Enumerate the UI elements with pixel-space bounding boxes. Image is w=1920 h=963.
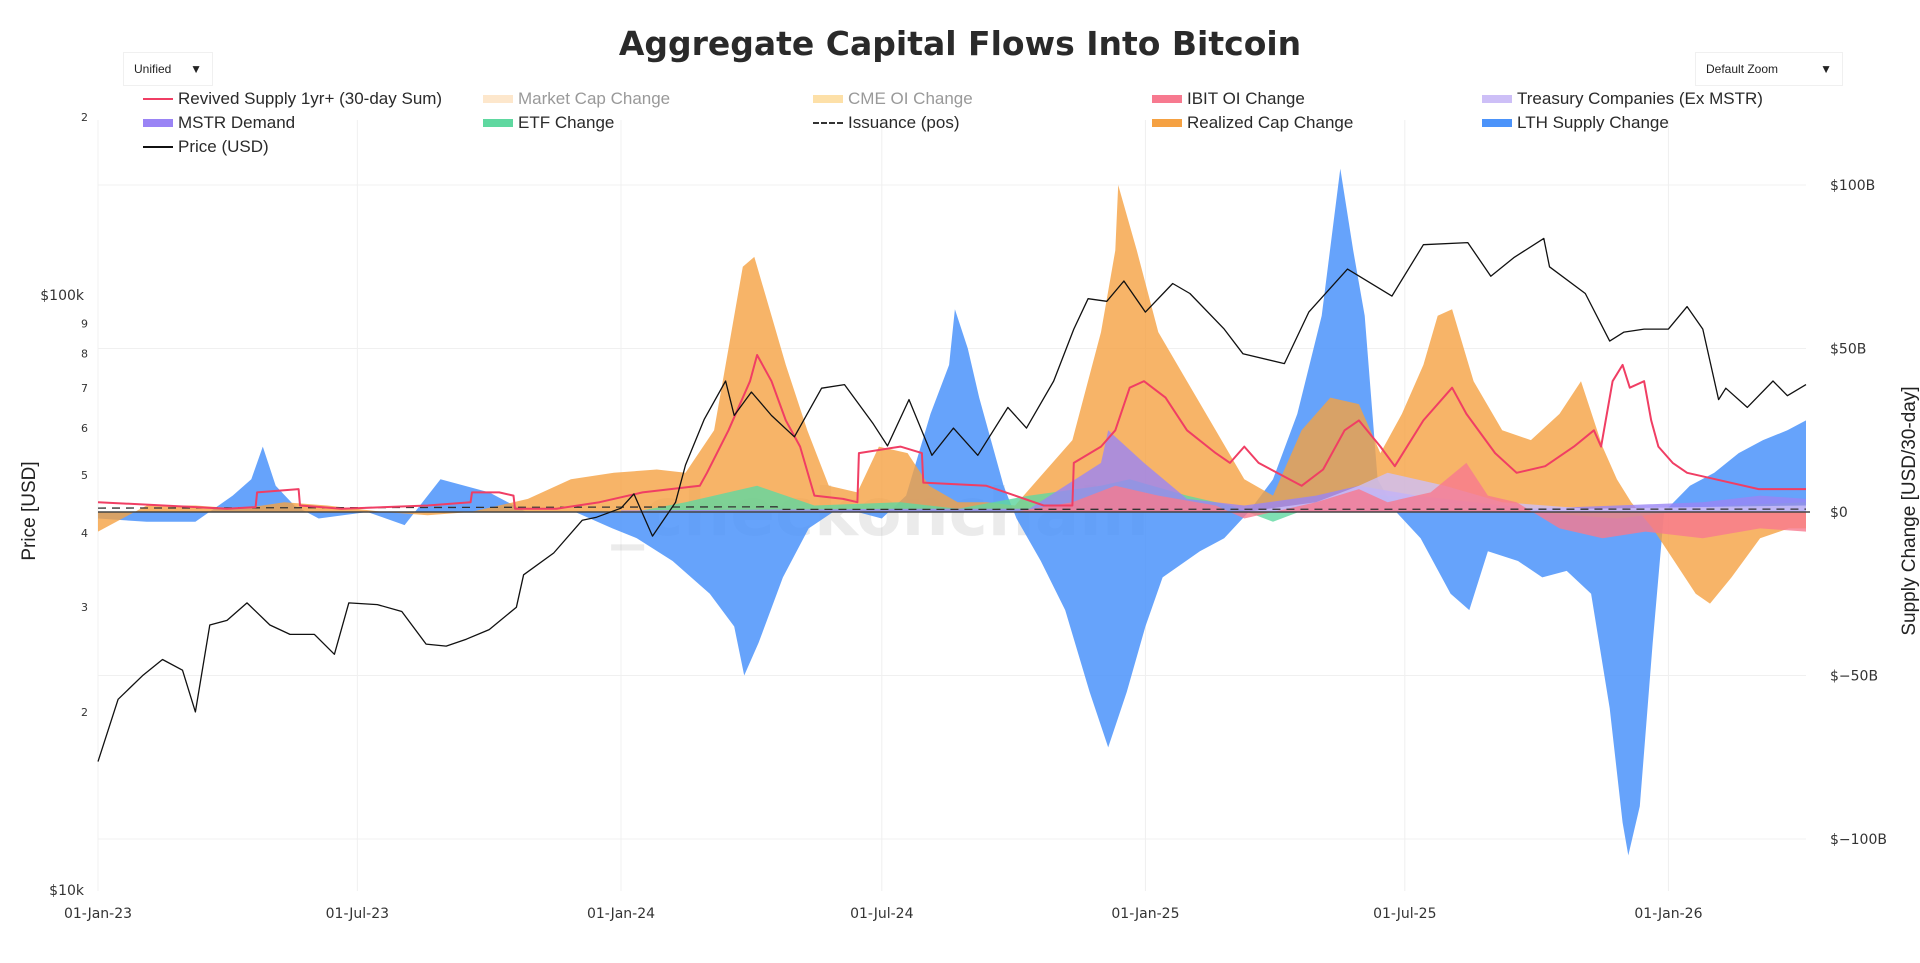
legend-swatch-icon	[813, 95, 843, 103]
y-left-tick-label: 9	[81, 317, 88, 330]
legend-label: LTH Supply Change	[1517, 113, 1669, 132]
x-tick-label: 01-Jan-25	[1111, 906, 1179, 922]
legend-item-realized-cap-change[interactable]: Realized Cap Change	[1152, 113, 1353, 133]
legend-swatch-icon	[1152, 95, 1182, 103]
y-left-tick-label: 4	[81, 527, 88, 540]
x-tick-label: 01-Jul-24	[850, 906, 913, 922]
y-left-axis-title: Price [USD]	[19, 461, 40, 561]
x-tick-label: 01-Jan-24	[587, 906, 655, 922]
legend-label: MSTR Demand	[178, 113, 296, 132]
legend-swatch-icon	[143, 119, 173, 127]
y-left-tick-label: 2	[81, 706, 88, 719]
legend-swatch-icon	[483, 95, 513, 103]
legend-item-price-usd[interactable]: Price (USD)	[143, 137, 269, 157]
y-left-tick-label: 7	[81, 382, 88, 395]
line-series	[97, 237, 1807, 762]
y-right-tick-label: $−100B	[1830, 832, 1887, 848]
triangle-down-icon: ▼	[190, 62, 202, 76]
legend-item-mstr-demand[interactable]: MSTR Demand	[143, 113, 295, 133]
line-issuance-pos	[97, 506, 1807, 511]
y-right-axis-title: Supply Change [USD/30-day]	[1899, 386, 1920, 636]
legend-swatch-icon	[143, 146, 173, 148]
chart-title: Aggregate Capital Flows Into Bitcoin	[618, 24, 1302, 63]
legend-swatch-icon	[1482, 119, 1512, 127]
legend-swatch-icon	[813, 122, 843, 124]
y-left-tick-label: $100k	[40, 288, 85, 304]
legend-label: Treasury Companies (Ex MSTR)	[1517, 89, 1763, 108]
legend-item-issuance-pos[interactable]: Issuance (pos)	[813, 113, 960, 133]
area-ibit-oi-change	[1013, 462, 1806, 539]
legend-item-etf-change[interactable]: ETF Change	[483, 113, 614, 133]
y-right-tick-label: $0	[1830, 505, 1848, 521]
triangle-down-icon: ▼	[1820, 62, 1832, 76]
legend-item-market-cap-change[interactable]: Market Cap Change	[483, 89, 670, 109]
x-tick-label: 01-Jan-26	[1634, 906, 1702, 922]
legend-item-ibit-oi-change[interactable]: IBIT OI Change	[1152, 89, 1305, 109]
x-tick-label: 01-Jul-23	[326, 906, 389, 922]
legend-label: ETF Change	[518, 113, 615, 132]
area-mstr-demand	[621, 430, 1806, 512]
legend-item-treasury-companies-ex-mstr[interactable]: Treasury Companies (Ex MSTR)	[1482, 89, 1763, 109]
y-left-tick-label: $10k	[49, 883, 85, 899]
legend-swatch-icon	[143, 98, 173, 100]
y-left-tick-label: 5	[81, 469, 88, 482]
legend-label: IBIT OI Change	[1187, 89, 1305, 108]
hover-mode-dropdown[interactable]: Unified ▼	[123, 52, 213, 86]
y-left-tick-label: 6	[81, 422, 88, 435]
y-left-tick-label: 2	[81, 111, 88, 124]
x-tick-label: 01-Jul-25	[1373, 906, 1436, 922]
legend-item-lth-supply-change[interactable]: LTH Supply Change	[1482, 113, 1669, 133]
zoom-preset-value: Default Zoom	[1706, 62, 1779, 76]
line-price-usd	[97, 237, 1807, 762]
legend-label: Price (USD)	[178, 137, 269, 156]
legend-swatch-icon	[483, 119, 513, 127]
legend-label: Revived Supply 1yr+ (30-day Sum)	[178, 89, 443, 108]
legend-label: Market Cap Change	[518, 89, 671, 108]
legend-label: CME OI Change	[848, 89, 973, 108]
y-left-tick-label: 3	[81, 601, 88, 614]
y-left-tick-label: 8	[81, 348, 88, 361]
legend-label: Realized Cap Change	[1187, 113, 1354, 132]
y-right-tick-label: $−50B	[1830, 669, 1878, 685]
axis-ticks: 01-Jan-23 01-Jul-23 01-Jan-24 01-Jul-24 01-J…	[40, 111, 1887, 922]
zoom-preset-dropdown[interactable]: Default Zoom ▼	[1695, 52, 1843, 86]
legend-swatch-icon	[1482, 95, 1512, 103]
legend-item-cme-oi-change[interactable]: CME OI Change	[813, 89, 973, 109]
legend-swatch-icon	[1152, 119, 1182, 127]
hover-mode-value: Unified	[134, 62, 172, 76]
legend-item-revived-supply-1yr-30-day-sum[interactable]: Revived Supply 1yr+ (30-day Sum)	[143, 89, 442, 109]
x-tick-label: 01-Jan-23	[64, 906, 132, 922]
line-revived-supply-1yr-30-day-sum	[97, 354, 1806, 510]
y-right-tick-label: $50B	[1830, 342, 1866, 358]
legend-label: Issuance (pos)	[848, 113, 960, 132]
y-right-tick-label: $100B	[1830, 178, 1875, 194]
